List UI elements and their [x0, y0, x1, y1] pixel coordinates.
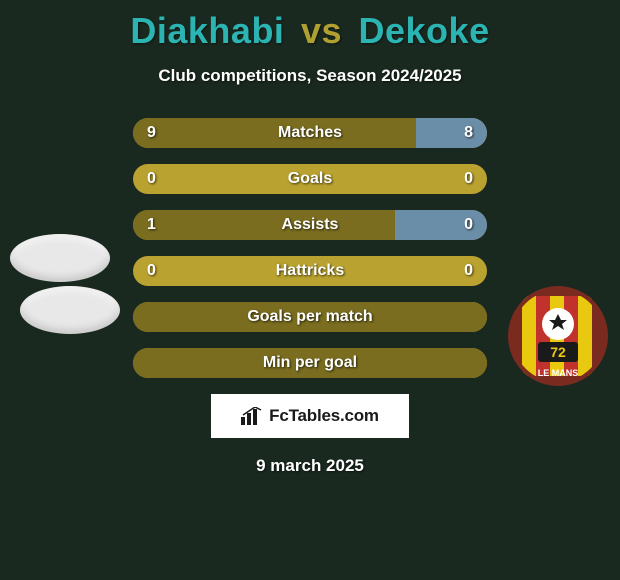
watermark: FcTables.com — [211, 394, 409, 438]
stat-label: Goals per match — [247, 308, 372, 326]
stat-row: Goals per match — [133, 302, 487, 332]
stat-left-value: 1 — [147, 216, 156, 234]
comparison-title: Diakhabi vs Dekoke — [0, 0, 620, 52]
date-text: 9 march 2025 — [0, 456, 620, 476]
stat-row: Min per goal — [133, 348, 487, 378]
stat-right-value: 0 — [464, 170, 473, 188]
player2-name: Dekoke — [359, 10, 490, 51]
chart-area: 72 LE MANS 98Matches00Goals10Assists00Ha… — [0, 118, 620, 378]
stat-left-value: 9 — [147, 124, 156, 142]
stat-row: 0 0 Goals — [133, 164, 487, 194]
watermark-text: FcTables.com — [269, 406, 379, 426]
vs-text: vs — [301, 10, 342, 51]
stat-row: 0 0 Hattricks — [133, 256, 487, 286]
stat-row: 1 0 Assists — [133, 210, 487, 240]
stat-right-value: 8 — [464, 124, 473, 142]
player1-name: Diakhabi — [130, 10, 284, 51]
stat-label: Matches — [278, 124, 342, 142]
stat-left-value: 0 — [147, 170, 156, 188]
stat-right-value: 0 — [464, 262, 473, 280]
stat-row: 9 8 Matches — [133, 118, 487, 148]
stat-rows: 9 8 Matches 0 0 Goals 1 0 Assists 0 0 Hattricks Goal… — [0, 118, 620, 378]
stat-label: Hattricks — [276, 262, 344, 280]
stat-right-value: 0 — [464, 216, 473, 234]
subtitle: Club competitions, Season 2024/2025 — [0, 66, 620, 86]
stat-left-value: 0 — [147, 262, 156, 280]
stat-label: Goals — [288, 170, 332, 188]
stat-label: Assists — [282, 216, 339, 234]
stat-label: Min per goal — [263, 354, 357, 372]
watermark-chart-icon — [241, 407, 263, 425]
